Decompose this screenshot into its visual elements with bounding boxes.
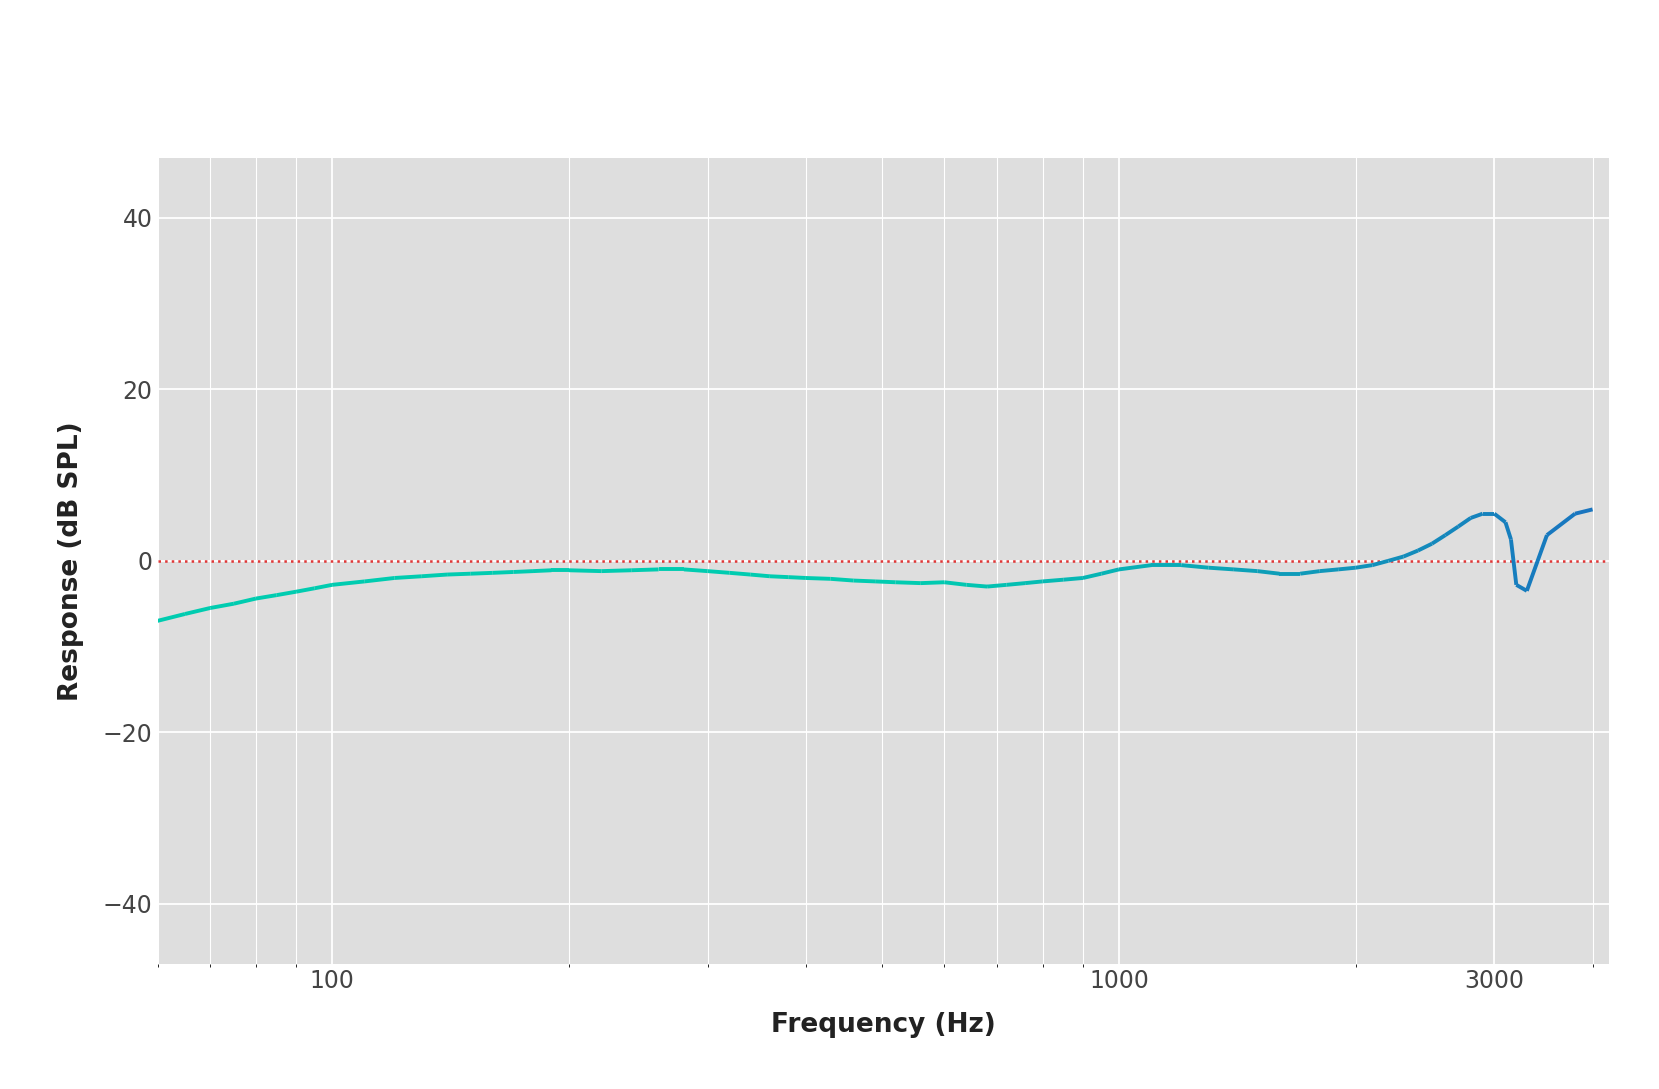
X-axis label: Frequency (Hz): Frequency (Hz) <box>771 1012 995 1038</box>
Y-axis label: Response (dB SPL): Response (dB SPL) <box>58 421 83 700</box>
Text: Shure SM57 Frequency Response (voice band): Shure SM57 Frequency Response (voice ban… <box>285 36 1374 78</box>
